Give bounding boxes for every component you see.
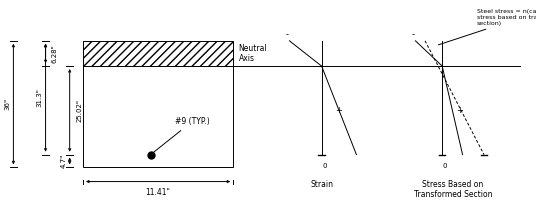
Text: Steel stress = n(calculated
stress based on transformed
section): Steel stress = n(calculated stress based… [438, 9, 536, 45]
Text: -: - [411, 30, 414, 39]
Text: 36": 36" [4, 98, 10, 110]
Text: Neutral
Axis: Neutral Axis [239, 44, 267, 63]
Text: 25.02": 25.02" [76, 99, 82, 122]
Text: 0: 0 [322, 163, 326, 169]
Text: 11.41": 11.41" [146, 188, 170, 197]
Text: +: + [456, 106, 463, 115]
Text: Strain: Strain [310, 180, 333, 188]
Text: 31.3": 31.3" [36, 88, 42, 107]
Text: Stress Based on
Transformed Section: Stress Based on Transformed Section [414, 180, 492, 199]
Text: -: - [285, 30, 288, 39]
Text: #9 (TYP.): #9 (TYP.) [153, 117, 210, 153]
Text: 4.7": 4.7" [60, 154, 66, 168]
Text: 6.28": 6.28" [52, 44, 58, 63]
Bar [83, 41, 233, 167]
Bar [83, 41, 233, 66]
Text: +: + [336, 106, 343, 115]
Text: 0: 0 [443, 163, 447, 169]
